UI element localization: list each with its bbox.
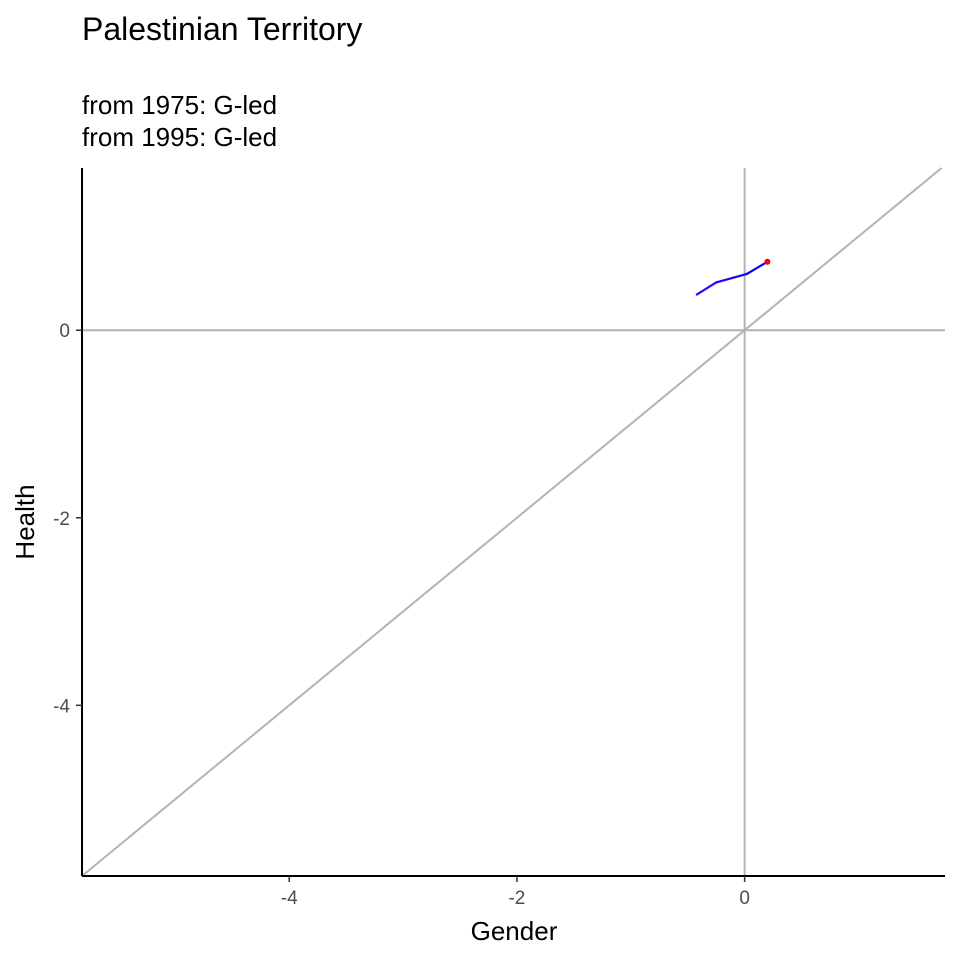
series-segment	[745, 260, 769, 276]
y-tick-label: 0	[59, 321, 70, 342]
y-tick-label: -4	[53, 696, 70, 717]
series-segment	[715, 272, 748, 284]
reference-line-diagonal	[81, 167, 943, 877]
end-point-marker	[764, 258, 771, 265]
axes: -4 -2 0 -4 -2 0	[53, 168, 945, 909]
chart-subtitle-line-2: from 1995: G-led	[82, 122, 277, 152]
y-tick-label: -2	[53, 509, 70, 530]
series-segment	[695, 281, 718, 296]
chart-title: Palestinian Territory	[82, 11, 362, 47]
x-axis-title: Gender	[471, 916, 558, 946]
x-tick-label: -4	[281, 888, 298, 909]
chart-subtitle-line-1: from 1975: G-led	[82, 90, 277, 120]
x-tick-label: -2	[508, 888, 525, 909]
x-tick-label: 0	[739, 888, 750, 909]
plot-area	[81, 167, 945, 877]
y-axis-title: Health	[10, 484, 40, 559]
